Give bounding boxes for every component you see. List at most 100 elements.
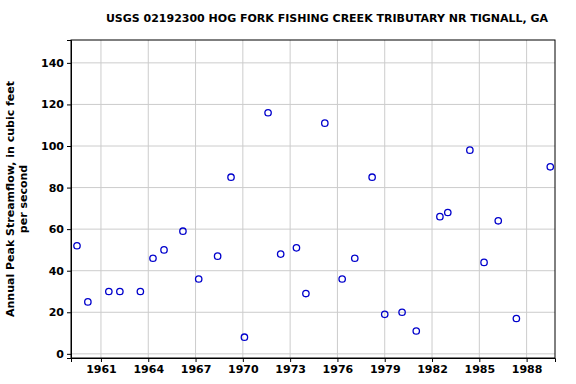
tick-label: 1976 <box>323 363 354 376</box>
tick: 1967 <box>181 358 212 376</box>
point <box>303 290 309 296</box>
grid-line <box>71 146 555 147</box>
tick-mark <box>101 358 102 362</box>
chart: 1961 1964 1967 1970 1973 1976 1979 1982 1985 1988… <box>0 0 576 384</box>
point <box>369 174 375 180</box>
tick-mark <box>385 358 386 362</box>
tick-mark <box>148 358 149 362</box>
point <box>137 288 143 294</box>
grid-line <box>242 40 243 358</box>
grid-line <box>71 104 555 105</box>
point <box>495 218 501 224</box>
tick-mark <box>67 312 71 313</box>
point <box>382 311 388 317</box>
point <box>241 334 247 340</box>
tick-label: 1982 <box>417 363 448 376</box>
tick-mark <box>527 358 528 362</box>
tick-mark <box>67 104 71 105</box>
tick: 1985 <box>465 358 496 376</box>
tick: 80 <box>49 182 71 195</box>
y-axis: 0 20 40 60 80 100 120 140 <box>41 41 71 361</box>
tick-mark <box>243 358 244 362</box>
axis-line <box>72 359 556 363</box>
tick-label: 0 <box>56 348 64 361</box>
point <box>399 309 405 315</box>
tick-mark <box>67 354 71 355</box>
grid-line <box>71 353 555 354</box>
tick: 60 <box>49 223 71 236</box>
tick-mark <box>67 188 71 189</box>
point <box>547 164 553 170</box>
tick-mark <box>337 358 338 362</box>
tick: 1982 <box>417 358 448 376</box>
point <box>445 209 451 215</box>
grid-line <box>148 40 149 358</box>
tick-label: 40 <box>49 265 65 278</box>
tick: 1976 <box>323 358 354 376</box>
tick: 0 <box>56 348 71 361</box>
tick-label: 140 <box>41 57 64 70</box>
tick-label: 120 <box>41 98 64 111</box>
grid-line <box>290 40 291 358</box>
tick-mark <box>67 271 71 272</box>
tick: 1970 <box>228 358 259 376</box>
point <box>513 315 519 321</box>
point <box>481 259 487 265</box>
tick: 20 <box>49 306 71 319</box>
point <box>214 253 220 259</box>
tick-mark <box>67 146 71 147</box>
grid-line <box>71 270 555 271</box>
grid-line <box>71 312 555 313</box>
tick-mark <box>67 229 71 230</box>
point <box>339 276 345 282</box>
tick: 140 <box>41 57 71 70</box>
tick-label: 1988 <box>512 363 543 376</box>
y-label: Annual Peak Streamflow, in cubic feetper… <box>4 81 30 317</box>
tick: 1979 <box>370 358 401 376</box>
tick: 1988 <box>512 358 543 376</box>
grid-line <box>71 62 555 63</box>
point <box>85 299 91 305</box>
tick-label: 1970 <box>228 363 259 376</box>
point <box>150 255 156 261</box>
axis-title: per second <box>17 165 30 233</box>
tick-mark <box>432 358 433 362</box>
tick-label: 20 <box>49 306 65 319</box>
tick: 1973 <box>275 358 306 376</box>
title: USGS 02192300 HOG FORK FISHING CREEK TRI… <box>106 12 549 25</box>
plot-frame <box>71 40 555 358</box>
tick: 1961 <box>86 358 117 376</box>
grid-line <box>384 40 385 358</box>
tick: 120 <box>41 98 71 111</box>
axis-title: Annual Peak Streamflow, in cubic feet <box>4 81 17 317</box>
points <box>74 110 554 341</box>
grid-line <box>100 40 101 358</box>
tick-label: 1964 <box>133 363 164 376</box>
tick-label: 1973 <box>275 363 306 376</box>
point <box>196 276 202 282</box>
tick-mark <box>67 63 71 64</box>
tick-label: 1985 <box>465 363 496 376</box>
tick-label: 60 <box>49 223 65 236</box>
tick-label: 1961 <box>86 363 117 376</box>
point <box>437 213 443 219</box>
point <box>467 147 473 153</box>
point <box>352 255 358 261</box>
point <box>322 120 328 126</box>
point <box>106 288 112 294</box>
tick-mark <box>479 358 480 362</box>
point <box>161 247 167 253</box>
point <box>265 110 271 116</box>
tick: 1964 <box>133 358 164 376</box>
x-axis: 1961 1964 1967 1970 1973 1976 1979 1982 1985 1988 <box>72 358 556 376</box>
grid-line <box>71 187 555 188</box>
grid <box>71 40 555 358</box>
point <box>74 243 80 249</box>
grid-line <box>526 40 527 358</box>
tick-label: 1967 <box>181 363 212 376</box>
tick-label: 100 <box>41 140 64 153</box>
point <box>228 174 234 180</box>
grid-line <box>195 40 196 358</box>
point <box>117 288 123 294</box>
point <box>180 228 186 234</box>
